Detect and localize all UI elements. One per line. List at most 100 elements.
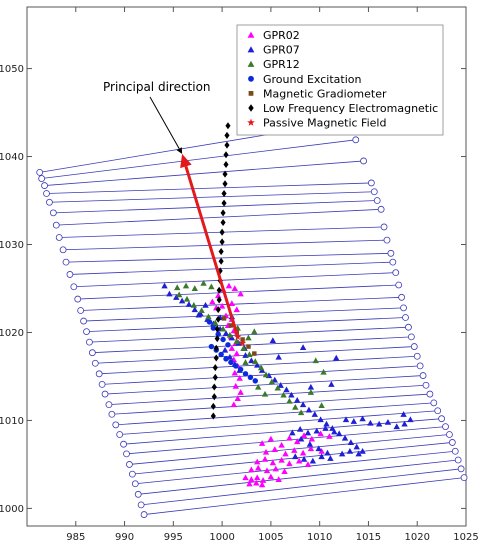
survey-line-end: [395, 281, 403, 289]
point-low-frequency-electromagnetic: [211, 383, 217, 391]
survey-line: [49, 191, 375, 203]
point-gpr07: [313, 427, 320, 434]
point-low-frequency-electromagnetic: [210, 402, 216, 410]
point-gpr12: [240, 345, 247, 351]
survey-line-start: [46, 198, 53, 206]
legend-box: [236, 24, 444, 136]
point-gpr02: [255, 464, 262, 471]
point-gpr02: [258, 440, 266, 446]
point-magnetic-gradiometer: [252, 351, 257, 356]
point-gpr02: [225, 282, 233, 289]
point-low-frequency-electromagnetic: [225, 122, 231, 130]
point-gpr07: [393, 423, 400, 430]
survey-line: [115, 402, 434, 426]
survey-line: [119, 410, 438, 435]
point-low-frequency-electromagnetic: [210, 412, 216, 420]
survey-line: [129, 434, 450, 465]
point-gpr12: [245, 334, 252, 341]
survey-line: [66, 252, 391, 263]
point-gpr12: [286, 397, 293, 404]
point-gpr02: [242, 474, 249, 481]
survey-line: [89, 326, 409, 343]
point-low-frequency-electromagnetic: [220, 218, 226, 227]
point-gpr12: [261, 390, 269, 397]
point-gpr07: [384, 419, 392, 425]
point-low-frequency-electromagnetic: [222, 180, 228, 188]
survey-line-start: [116, 431, 124, 438]
point-low-frequency-electromagnetic: [223, 151, 229, 159]
point-gpr02: [248, 476, 255, 482]
point-gpr12: [200, 280, 207, 286]
survey-line: [83, 307, 404, 322]
survey-line-end: [454, 456, 462, 464]
point-low-frequency-electromagnetic: [221, 189, 227, 198]
point-gpr12: [226, 331, 234, 338]
legend-marker: [247, 46, 255, 53]
point-gpr07: [292, 453, 299, 460]
survey-line: [126, 426, 446, 455]
survey-line-start: [128, 470, 136, 478]
survey-line-end: [460, 474, 468, 482]
point-gpr02: [232, 382, 239, 389]
survey-line-start: [112, 421, 120, 429]
survey-line: [56, 208, 382, 226]
legend-label: Ground Excitation: [263, 73, 361, 86]
survey-line-start: [137, 501, 145, 509]
point-gpr07: [296, 426, 304, 432]
point-gpr07: [328, 381, 335, 387]
point-gpr02: [278, 441, 285, 448]
survey-line-start: [55, 234, 63, 241]
point-gpr02: [278, 456, 285, 463]
survey-line: [105, 375, 424, 395]
point-gpr12: [320, 368, 327, 375]
survey-line-end: [446, 431, 453, 438]
point-gpr02: [326, 433, 333, 439]
point-gpr02: [248, 466, 255, 473]
survey-line-end: [422, 381, 430, 389]
point-gpr02: [269, 459, 277, 466]
survey-line-end: [419, 372, 427, 379]
point-gpr12: [174, 284, 181, 291]
point-gpr07: [327, 455, 334, 461]
legend-marker: [248, 75, 254, 82]
point-low-frequency-electromagnetic: [212, 373, 218, 381]
point-ground-excitation: [242, 371, 249, 377]
survey-line-start: [126, 461, 133, 468]
point-gpr07: [407, 416, 414, 423]
point-gpr07: [307, 383, 315, 390]
survey-line-start: [88, 349, 96, 357]
survey-line-end: [392, 269, 400, 277]
point-gpr12: [233, 338, 240, 344]
point-gpr02: [267, 435, 275, 442]
survey-line-start: [36, 168, 44, 176]
point-gpr07: [346, 448, 354, 454]
x-tick-label: 1025: [453, 532, 478, 543]
point-magnetic-gradiometer: [246, 344, 251, 349]
point-gpr12: [252, 358, 259, 365]
point-ground-excitation: [208, 343, 215, 350]
point-low-frequency-electromagnetic: [224, 131, 230, 139]
point-low-frequency-electromagnetic: [220, 209, 226, 217]
survey-line-end: [352, 136, 360, 144]
point-gpr07: [347, 439, 355, 445]
survey-line: [63, 239, 387, 251]
point-ground-excitation: [215, 331, 221, 337]
point-low-frequency-electromagnetic: [221, 199, 227, 207]
point-gpr07: [288, 391, 295, 398]
point-gpr07: [306, 440, 314, 447]
survey-line-start: [38, 175, 46, 182]
survey-line-start: [59, 246, 67, 254]
survey-line-end: [360, 157, 367, 165]
point-gpr07: [341, 434, 349, 441]
point-gpr12: [242, 359, 249, 365]
annotation-arrowhead: [176, 147, 183, 154]
point-low-frequency-electromagnetic: [211, 393, 217, 401]
point-gpr07: [367, 419, 374, 426]
legend-label: GPR07: [263, 44, 300, 57]
survey-line-end: [438, 415, 446, 423]
x-tick-label: 990: [115, 532, 134, 543]
point-gpr07: [166, 290, 173, 297]
survey-line-start: [52, 221, 60, 229]
point-low-frequency-electromagnetic: [224, 141, 230, 149]
